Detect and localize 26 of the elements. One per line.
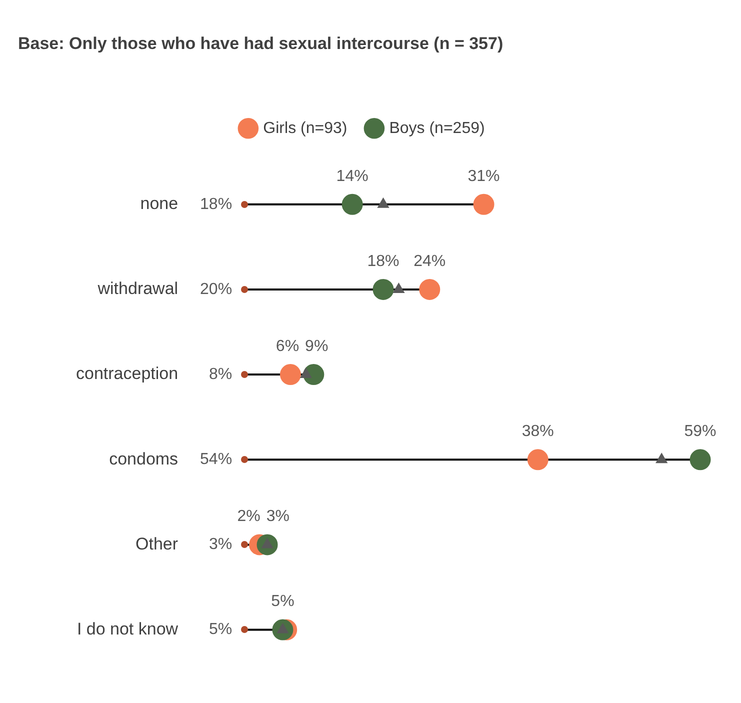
data-label: 2% bbox=[237, 508, 260, 526]
data-label: 9% bbox=[305, 338, 328, 355]
data-label: 31% bbox=[468, 168, 500, 185]
data-label: 20% bbox=[200, 280, 232, 298]
data-label: 5% bbox=[208, 621, 232, 638]
data-label: 54% bbox=[200, 451, 232, 468]
data-label: 18% bbox=[200, 196, 232, 213]
y-tick-label: contraception bbox=[76, 364, 178, 384]
data-label: 3% bbox=[266, 508, 290, 526]
data-label: 38% bbox=[522, 423, 554, 440]
data-label: 18% bbox=[367, 252, 400, 270]
legend-label: Boys (n=259) bbox=[389, 120, 485, 137]
y-tick-label: withdrawal bbox=[96, 279, 178, 298]
data-label: 8% bbox=[208, 366, 232, 383]
data-label: 14% bbox=[336, 168, 368, 185]
data-label: 6% bbox=[276, 338, 300, 355]
y-tick-label: none bbox=[140, 194, 178, 214]
data-label: 24% bbox=[414, 252, 446, 270]
data-label: 5% bbox=[271, 593, 294, 610]
y-tick-label: I do not know bbox=[76, 619, 179, 638]
y-tick-label: condoms bbox=[109, 449, 178, 468]
legend-label: Girls (n=93) bbox=[263, 120, 348, 137]
chart-title: Base: Only those who have had sexual intercourse (n = 357) bbox=[18, 34, 504, 53]
data-label: 59% bbox=[684, 423, 716, 440]
data-label: 3% bbox=[208, 536, 232, 554]
y-tick-label: Other bbox=[136, 534, 178, 554]
